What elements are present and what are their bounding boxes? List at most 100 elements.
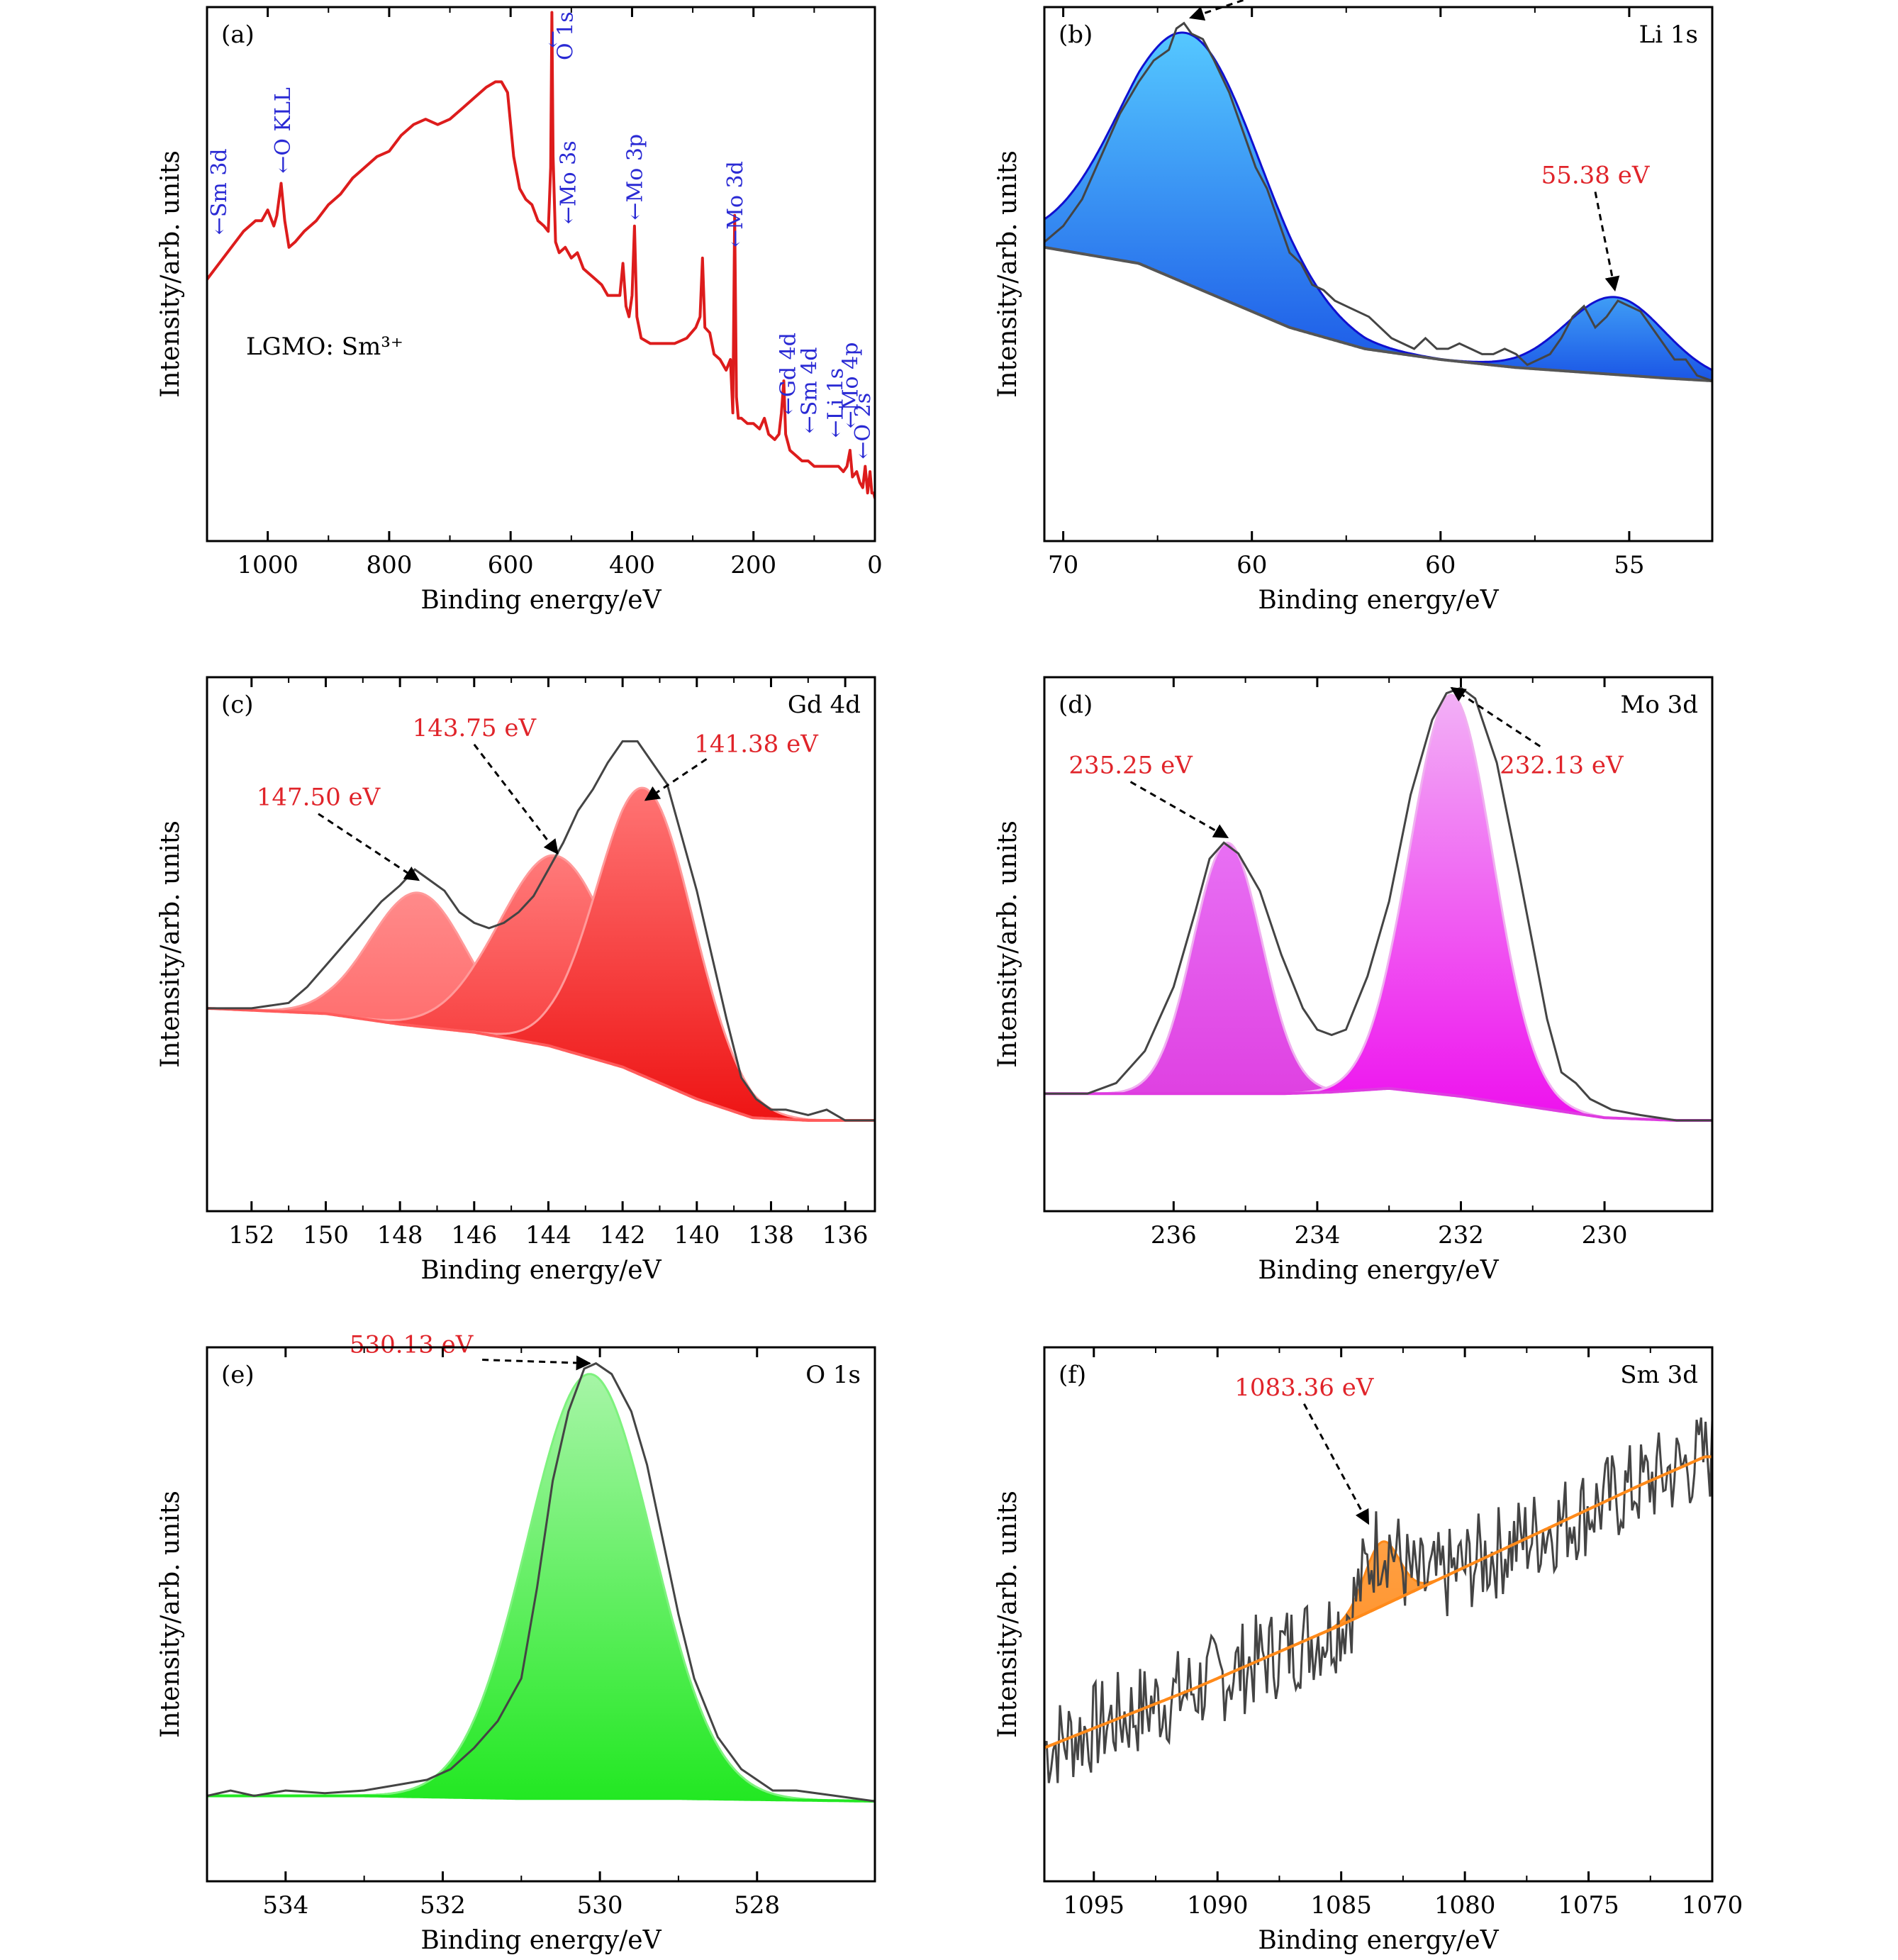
- panel-title: Sm 3d: [1620, 1361, 1698, 1389]
- peak-arrow: [644, 758, 708, 801]
- raw-spectrum: [207, 740, 875, 1122]
- background-line: [207, 1794, 875, 1803]
- peak-arrow: [1188, 0, 1248, 21]
- element-label: ←Mo 3d: [723, 161, 748, 247]
- series-survey: [207, 11, 875, 499]
- x-tick-label: 1090: [1187, 1891, 1249, 1920]
- x-axis-label: Binding energy/eV: [420, 586, 661, 615]
- x-axis-label: Binding energy/eV: [420, 1926, 661, 1955]
- y-axis-label: Intensity/arb. units: [156, 1491, 185, 1738]
- x-tick-label: 236: [1151, 1221, 1197, 1249]
- panel-letter: (b): [1059, 21, 1093, 49]
- element-label: ←O KLL: [271, 87, 296, 174]
- element-label: ←: [540, 30, 565, 48]
- x-tick-label: 150: [303, 1221, 349, 1249]
- peak-arrow: [1594, 191, 1620, 292]
- x-tick-label: 60: [1237, 551, 1267, 579]
- element-label: O 1s: [553, 11, 578, 60]
- x-tick-label: 230: [1582, 1221, 1628, 1249]
- peak-label: 235.25 eV: [1068, 752, 1193, 780]
- background-line: [1044, 1086, 1712, 1122]
- panel-title: O 1s: [805, 1361, 861, 1389]
- x-tick-label: 1085: [1310, 1891, 1372, 1920]
- x-tick-label: 144: [525, 1221, 571, 1249]
- panel-letter: (a): [221, 21, 255, 49]
- peak-fill-530.13: [207, 1374, 875, 1802]
- plot-area: [207, 11, 875, 499]
- peak-label: 530.13 eV: [350, 1331, 474, 1359]
- plot-frame: [206, 676, 876, 1213]
- peak-arrow: [482, 1355, 591, 1371]
- peak-label: 141.38 eV: [694, 730, 819, 758]
- panel-a: ←Sm 3d ←O KLL ←O 1s ←Mo 3s ←Mo 3p ←Mo 3d ←Gd 4…: [156, 6, 883, 615]
- element-label: ←Sm 4d: [798, 347, 822, 433]
- x-tick-label: 528: [734, 1891, 780, 1920]
- peak-fill-141.38: [207, 788, 875, 1120]
- peak-label: 147.50 eV: [257, 784, 381, 812]
- x-tick-label: 1095: [1064, 1891, 1125, 1920]
- y-axis-label: Intensity/arb. units: [993, 1491, 1022, 1738]
- peak-fill-147.5: [207, 892, 875, 1120]
- peak-arrow: [318, 813, 420, 881]
- peak-label: 232.13 eV: [1500, 752, 1624, 780]
- peak-arrow: [1303, 1403, 1370, 1525]
- x-axis-label: Binding energy/eV: [420, 1256, 661, 1285]
- sample-label: LGMO: Sm³⁺: [246, 333, 403, 361]
- background-line-front: [1044, 1455, 1712, 1749]
- panel-f: 1083.36 eV 1095 1090 1085 1080 1075 1070 Bindin…: [993, 1346, 1743, 1955]
- panel-letter: (d): [1059, 691, 1093, 719]
- peak-fill-232.13: [1044, 694, 1712, 1120]
- peak-label: 143.75 eV: [413, 714, 537, 742]
- x-tick-label: 1075: [1558, 1891, 1619, 1920]
- x-tick-label: 136: [822, 1221, 869, 1249]
- element-label: ←Gd 4d: [776, 333, 801, 415]
- panel-title: Li 1s: [1639, 21, 1698, 49]
- x-tick-label: 142: [600, 1221, 646, 1249]
- x-tick-label: 70: [1048, 551, 1078, 579]
- element-label: ←O 2s: [851, 393, 876, 460]
- plot-area: [207, 1362, 875, 1803]
- plot-area: [207, 740, 875, 1122]
- panel-d: 235.25 eV 232.13 eV 236 234 232 230 Binding en…: [993, 676, 1714, 1285]
- element-label: ←Li 1s: [823, 368, 848, 438]
- panel-letter: (f): [1059, 1361, 1086, 1389]
- plot-area: [1044, 21, 1712, 383]
- x-axis-label: Binding energy/eV: [1258, 1256, 1499, 1285]
- peak-label: 55.38 eV: [1541, 161, 1651, 189]
- x-tick-label: 1070: [1682, 1891, 1743, 1920]
- peak-label: 1083.36 eV: [1234, 1374, 1375, 1402]
- panel-letter: (e): [221, 1361, 255, 1389]
- panel-title: Gd 4d: [788, 691, 861, 719]
- x-tick-label: 530: [577, 1891, 623, 1920]
- x-tick-label: 800: [366, 551, 412, 579]
- peak-arrow: [1450, 686, 1541, 747]
- x-tick-label: 60: [1425, 551, 1456, 579]
- x-tick-label: 1000: [237, 551, 298, 579]
- panel-letter: (c): [221, 691, 254, 719]
- raw-spectrum: [1044, 21, 1712, 382]
- plot-area: [1044, 686, 1712, 1122]
- plot-frame: [206, 1346, 876, 1883]
- element-label: ←Mo 3s: [557, 140, 581, 224]
- plot-area: [1044, 1417, 1712, 1783]
- element-label: ←Mo 4p: [839, 343, 864, 429]
- x-tick-label: 148: [377, 1221, 423, 1249]
- panel-title: Mo 3d: [1621, 691, 1699, 719]
- raw-spectrum: [207, 1362, 875, 1803]
- y-axis-label: Intensity/arb. units: [156, 820, 185, 1068]
- background-line: [207, 1006, 875, 1122]
- x-tick-label: 138: [748, 1221, 794, 1249]
- x-tick-label: 140: [674, 1221, 720, 1249]
- y-axis-label: Intensity/arb. units: [993, 820, 1022, 1068]
- x-tick-label: 400: [609, 551, 655, 579]
- plot-frame: [206, 6, 876, 542]
- x-tick-label: 1080: [1434, 1891, 1496, 1920]
- raw-spectrum: [1044, 686, 1712, 1122]
- peak-fill-1083.36: [1044, 1457, 1712, 1748]
- y-axis-label: Intensity/arb. units: [993, 150, 1022, 398]
- plot-frame: [1043, 6, 1714, 542]
- plot-frame: [1043, 676, 1714, 1213]
- x-tick-label: 232: [1438, 1221, 1484, 1249]
